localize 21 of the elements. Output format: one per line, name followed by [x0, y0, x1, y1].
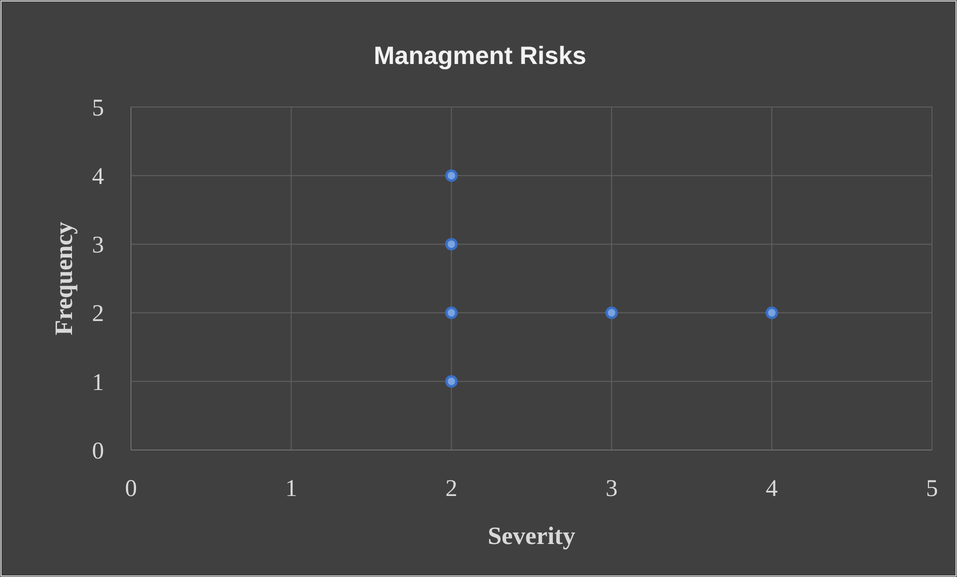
point [445, 375, 458, 388]
x-tick-label: 3 [606, 476, 618, 502]
x-tick-label: 2 [445, 476, 458, 502]
point [766, 306, 778, 320]
y-tick-label: 0 [92, 438, 104, 464]
chart-title: Managment Risks [374, 42, 586, 70]
x-tick-label: 5 [926, 476, 938, 502]
y-tick-label: 5 [92, 95, 104, 122]
y-tick-label: 1 [92, 370, 104, 396]
x-axis-title: Severity [488, 523, 576, 550]
x-tick-label: 0 [125, 476, 137, 502]
x-tick-label: 4 [766, 476, 778, 502]
point [445, 306, 458, 320]
point [445, 238, 458, 250]
point [445, 169, 458, 182]
y-tick-label: 4 [92, 164, 104, 190]
y-tick-label: 3 [92, 232, 104, 259]
y-tick-label: 2 [92, 301, 104, 328]
point [605, 306, 618, 320]
x-tick-label: 1 [285, 476, 298, 502]
y-axis-title: Frequency [51, 221, 78, 336]
